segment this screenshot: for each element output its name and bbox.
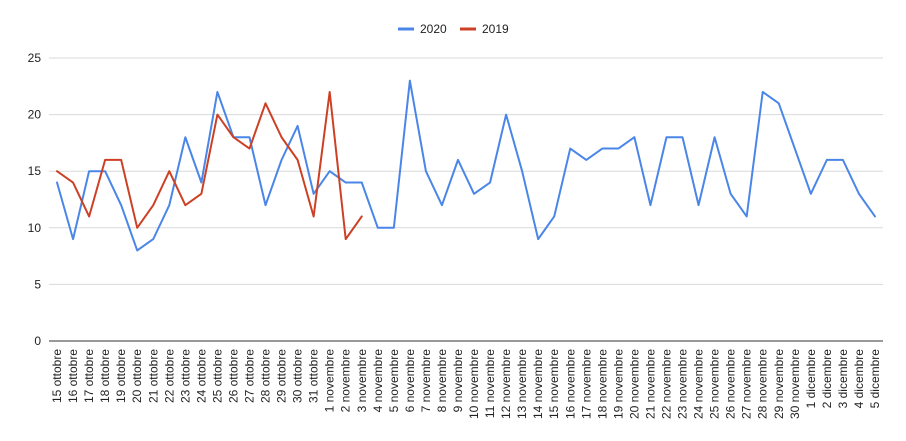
y-tick-label: 15 (28, 164, 42, 178)
x-tick-label: 17 ottobre (82, 349, 96, 403)
x-tick-label: 2 novembre (339, 349, 353, 413)
gridlines (49, 57, 883, 342)
x-tick-label: 4 dicembre (852, 349, 866, 409)
y-tick-label: 10 (28, 221, 42, 235)
y-tick-label: 25 (28, 51, 42, 65)
x-tick-label: 5 dicembre (868, 349, 882, 409)
x-tick-label: 27 ottobre (242, 349, 256, 403)
legend-label: 2019 (482, 22, 509, 36)
x-tick-label: 16 novembre (563, 349, 577, 419)
y-tick-label: 20 (28, 108, 42, 122)
x-tick-label: 18 ottobre (98, 349, 112, 403)
x-tick-label: 5 novembre (387, 349, 401, 413)
x-tick-label: 7 novembre (419, 349, 433, 413)
x-tick-label: 11 novembre (483, 349, 497, 418)
x-tick-label: 26 novembre (724, 349, 738, 419)
x-tick-label: 23 ottobre (178, 349, 192, 403)
x-tick-label: 4 novembre (371, 349, 385, 413)
x-tick-label: 8 novembre (435, 349, 449, 413)
legend-label: 2020 (420, 22, 447, 36)
series-line-2019 (56, 90, 363, 241)
x-tick-label: 22 ottobre (162, 349, 176, 403)
x-tick-label: 20 ottobre (130, 349, 144, 403)
x-tick-label: 21 novembre (643, 349, 657, 419)
x-tick-label: 20 novembre (627, 349, 641, 419)
x-tick-label: 13 novembre (515, 349, 529, 419)
x-tick-label: 3 dicembre (836, 349, 850, 409)
x-tick-label: 14 novembre (531, 349, 545, 419)
y-axis-ticks: 0 5 10 15 20 25 (28, 51, 42, 348)
x-tick-label: 15 novembre (547, 349, 561, 419)
x-tick-label: 27 novembre (740, 349, 754, 419)
legend: 2020 2019 (398, 22, 509, 36)
x-tick-label: 30 ottobre (291, 349, 305, 403)
x-tick-label: 18 novembre (595, 349, 609, 419)
y-tick-label: 5 (34, 277, 41, 291)
y-tick-label: 0 (34, 334, 41, 348)
x-tick-label: 12 novembre (499, 349, 513, 419)
legend-item-2019: 2019 (460, 22, 509, 36)
x-tick-label: 31 ottobre (307, 349, 321, 403)
x-tick-label: 9 novembre (451, 349, 465, 413)
legend-item-2020: 2020 (398, 22, 447, 36)
x-tick-label: 25 ottobre (210, 349, 224, 403)
x-tick-label: 24 ottobre (194, 349, 208, 403)
x-axis-ticks: 15 ottobre 16 ottobre 17 ottobre 18 ottobre… (50, 349, 882, 419)
x-tick-label: 29 ottobre (275, 349, 289, 403)
x-tick-label: 19 novembre (611, 349, 625, 419)
x-tick-label: 17 novembre (579, 349, 593, 419)
x-tick-label: 2 dicembre (820, 349, 834, 409)
x-tick-label: 28 ottobre (259, 349, 273, 403)
x-tick-label: 1 novembre (323, 349, 337, 413)
x-tick-label: 10 novembre (467, 349, 481, 419)
x-tick-label: 24 novembre (692, 349, 706, 419)
x-tick-label: 26 ottobre (226, 349, 240, 403)
x-tick-label: 1 dicembre (804, 349, 818, 409)
x-tick-label: 16 ottobre (66, 349, 80, 403)
x-tick-label: 30 novembre (788, 349, 802, 419)
x-tick-label: 15 ottobre (50, 349, 64, 403)
series-lines (56, 79, 876, 252)
x-tick-label: 22 novembre (659, 349, 673, 419)
x-tick-label: 23 novembre (676, 349, 690, 419)
x-tick-label: 19 ottobre (114, 349, 128, 403)
series-line-2020 (56, 79, 876, 252)
x-tick-label: 6 novembre (403, 349, 417, 413)
x-tick-label: 3 novembre (355, 349, 369, 413)
x-tick-label: 21 ottobre (146, 349, 160, 403)
x-tick-label: 29 novembre (772, 349, 786, 419)
x-tick-label: 28 novembre (756, 349, 770, 419)
x-tick-label: 25 novembre (708, 349, 722, 419)
